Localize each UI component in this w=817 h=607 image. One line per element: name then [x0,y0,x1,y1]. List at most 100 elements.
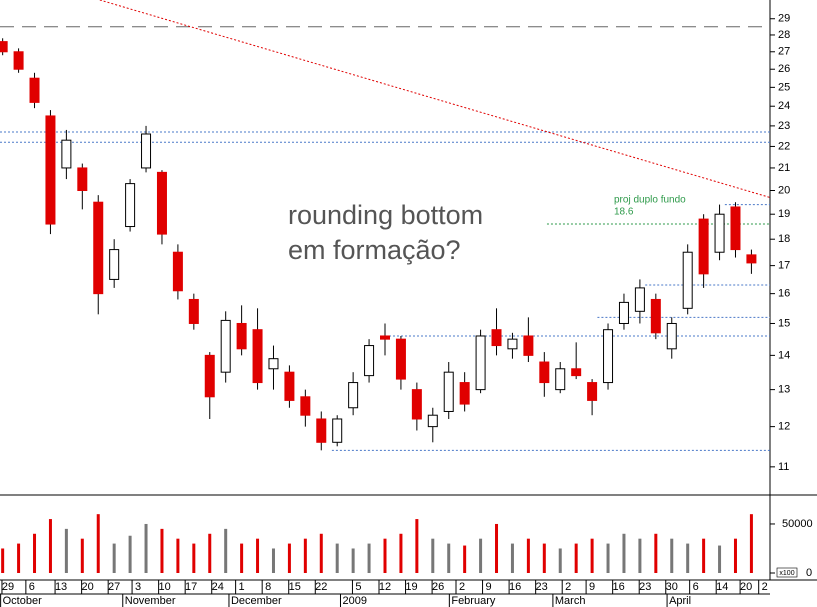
x-tick-label: 5 [355,581,361,593]
volume-bar [479,538,483,573]
unit-label: x100 [779,570,794,577]
y-tick-label: 19 [778,208,790,220]
candle-body [172,251,183,292]
x-tick-label: 2 [459,581,465,593]
candle-body [443,371,454,412]
volume-bar [303,538,307,573]
candle-body [730,206,741,251]
y-tick-label: 17 [778,260,790,272]
y-tick-label: 12 [778,421,790,433]
candle-body [571,368,582,377]
candle-body [61,139,72,169]
candle-body [204,354,215,398]
candle-body [507,338,518,350]
y-tick-label: 0 [806,567,812,579]
volume-bar [224,528,228,573]
candle-body [395,338,406,380]
volume-bar [351,548,355,573]
candle-body [650,298,661,334]
candle-body [284,371,295,401]
volume-bar [17,543,21,573]
volume-bar [510,543,514,573]
x-tick-label: 23 [536,581,548,593]
y-tick-label: 26 [778,63,790,75]
candle-body [300,396,311,416]
y-tick-label: 24 [778,100,790,112]
y-tick-label: 25 [778,81,790,93]
y-tick-label: 27 [778,46,790,58]
x-tick-label: 6 [29,581,35,593]
y-tick-label: 21 [778,162,790,174]
x-tick-label: 2 [565,581,571,593]
y-tick-label: 13 [778,384,790,396]
y-tick-label: 29 [778,13,790,25]
volume-bar [96,514,100,573]
candle-body [156,171,167,235]
candle-body [77,167,88,191]
candle-body [93,201,104,295]
x-tick-label: 8 [265,581,271,593]
volume-bar [1,548,5,573]
candle-body [714,213,725,253]
x-tick-label: 13 [55,581,67,593]
volume-bar [590,538,594,573]
month-label: December [231,595,282,607]
volume-bar [240,543,244,573]
candle-body [45,115,56,225]
x-tick-label: 24 [212,581,224,593]
x-tick-label: 26 [432,581,444,593]
volume-bar [558,548,562,573]
volume-bar [431,538,435,573]
candle-body [236,322,247,350]
x-tick-label: 19 [405,581,417,593]
candle-body [555,368,566,391]
volume-bar [287,543,291,573]
y-tick-label: 14 [778,349,790,361]
annotation: em formação? [288,235,461,265]
y-tick-label: 28 [778,29,790,41]
month-label: November [125,595,176,607]
candle-body [348,382,359,409]
x-tick-label: 29 [2,581,14,593]
volume-bar [80,538,84,573]
volume-bar [463,545,467,573]
volume-bar [733,538,737,573]
x-tick-label: 22 [315,581,327,593]
month-label: March [555,595,586,607]
candle-body [109,249,120,280]
y-tick-label: 22 [778,140,790,152]
y-tick-label: 23 [778,120,790,132]
candle-body [682,251,693,309]
volume-bar [144,523,148,573]
volume-bar [654,533,658,573]
x-tick-label: 9 [485,581,491,593]
x-tick-label: 3 [135,581,141,593]
candle-body [475,335,486,391]
x-tick-label: 1 [239,581,245,593]
x-tick-label: 9 [589,581,595,593]
volume-bar [64,528,68,573]
candle-body [252,329,263,384]
volume-bar [319,533,323,573]
volume-bar [622,533,626,573]
volume-bar [48,519,52,573]
candle-body [141,133,152,169]
y-tick-label: 15 [778,317,790,329]
candle-body [746,254,757,264]
candle-body [268,358,279,370]
candle-body [491,329,502,347]
volume-bar [383,538,387,573]
x-tick-label: 27 [108,581,120,593]
x-tick-label: 16 [613,581,625,593]
annotation: 18.6 [614,207,634,218]
candle-body [332,418,343,443]
y-tick-label: 11 [778,461,789,473]
candle-body [618,301,629,324]
candle-body [316,418,327,443]
volume-bar [128,535,132,573]
volume-bar [447,543,451,573]
x-tick-label: 6 [693,581,699,593]
